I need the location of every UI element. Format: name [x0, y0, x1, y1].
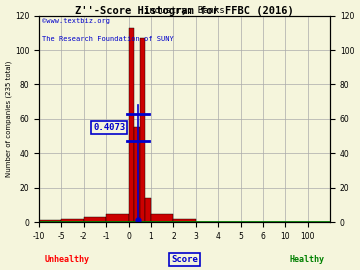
Bar — [140, 38, 145, 222]
Bar — [174, 219, 196, 222]
Title: Z''-Score Histogram for FFBC (2016): Z''-Score Histogram for FFBC (2016) — [75, 6, 294, 16]
Bar — [84, 217, 106, 222]
Bar — [106, 214, 129, 222]
Bar — [39, 221, 62, 222]
Text: Industry: Banks: Industry: Banks — [144, 6, 225, 15]
Text: ©www.textbiz.org: ©www.textbiz.org — [42, 18, 110, 24]
Bar — [151, 214, 174, 222]
Bar — [129, 28, 134, 222]
Text: Healthy: Healthy — [289, 255, 324, 264]
Text: Unhealthy: Unhealthy — [45, 255, 90, 264]
Bar — [145, 198, 151, 222]
Text: Score: Score — [171, 255, 198, 264]
Text: The Research Foundation of SUNY: The Research Foundation of SUNY — [42, 36, 174, 42]
Y-axis label: Number of companies (235 total): Number of companies (235 total) — [5, 61, 12, 177]
Text: 0.4073: 0.4073 — [93, 123, 125, 132]
Bar — [134, 127, 140, 222]
Bar — [62, 219, 84, 222]
